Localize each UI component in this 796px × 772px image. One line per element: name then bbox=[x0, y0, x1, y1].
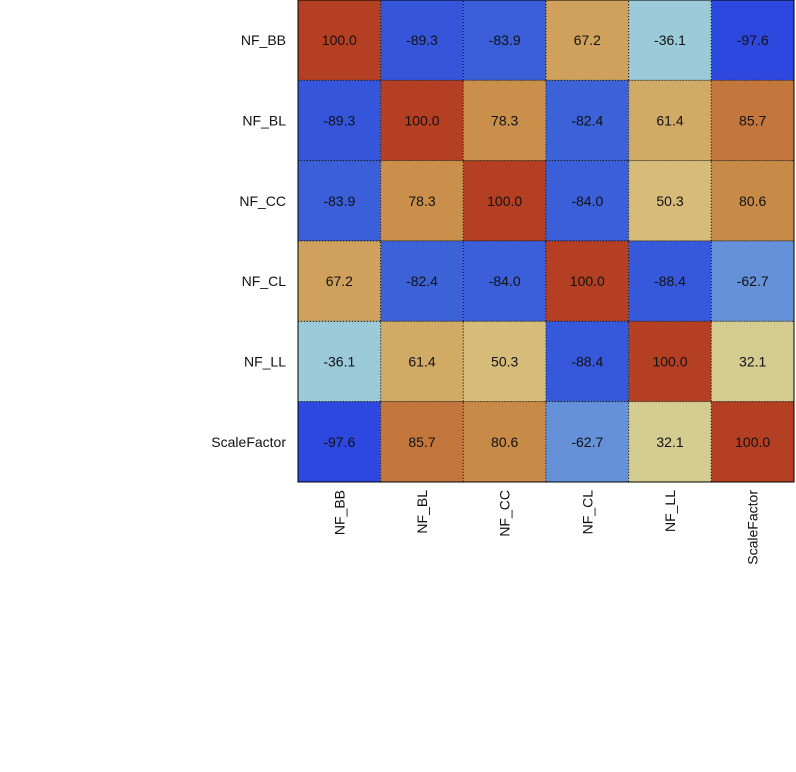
heatmap-cell-NF_BL-NF_CC bbox=[462, 79, 547, 162]
heatmap-value-label: 32.1 bbox=[656, 434, 683, 450]
heatmap-value-label: -89.3 bbox=[323, 113, 355, 129]
heatmap-cell-NF_LL-NF_BB bbox=[297, 320, 382, 403]
y-tick-label-NF_CL: NF_CL bbox=[242, 273, 287, 289]
heatmap-cell-ScaleFactor-NF_CL bbox=[545, 401, 630, 483]
x-tick-label-NF_BL: NF_BL bbox=[414, 490, 430, 534]
heatmap-value-label: 78.3 bbox=[408, 193, 435, 209]
x-axis-tick-labels: NF_BB NF_BL NF_CC NF_CL NF_LL ScaleFactor bbox=[331, 490, 760, 565]
x-tick-label-ScaleFactor: ScaleFactor bbox=[745, 490, 761, 565]
y-tick-label-NF_LL: NF_LL bbox=[244, 354, 286, 370]
heatmap-value-label: -36.1 bbox=[654, 32, 686, 48]
y-axis-tick-labels: NF_BB NF_BL NF_CC NF_CL NF_LL ScaleFactor bbox=[211, 32, 286, 450]
heatmap-cell-NF_CC-NF_CL bbox=[545, 160, 630, 242]
heatmap-cell-NF_CC-NF_CC bbox=[462, 160, 547, 242]
y-tick-label-ScaleFactor: ScaleFactor bbox=[211, 434, 286, 450]
heatmap-value-label: -82.4 bbox=[406, 273, 438, 289]
heatmap-value-label: -89.3 bbox=[406, 32, 438, 48]
heatmap-value-label: -83.9 bbox=[489, 32, 521, 48]
heatmap-value-label: 78.3 bbox=[491, 113, 518, 129]
heatmap-cell-NF_LL-NF_CC bbox=[462, 320, 547, 403]
y-tick-label-NF_BB: NF_BB bbox=[241, 32, 286, 48]
heatmap-cell-NF_CC-NF_LL bbox=[628, 160, 712, 242]
heatmap-value-label: -62.7 bbox=[737, 273, 769, 289]
heatmap-cell-ScaleFactor-ScaleFactor bbox=[710, 401, 795, 483]
heatmap-value-label: 80.6 bbox=[739, 193, 766, 209]
heatmap-cell-NF_CC-NF_BL bbox=[380, 160, 464, 242]
heatmap-cell-NF_BL-NF_BB bbox=[297, 79, 382, 162]
heatmap-value-label: -82.4 bbox=[571, 113, 603, 129]
heatmap-value-label: -62.7 bbox=[571, 434, 603, 450]
heatmap-value-label: -83.9 bbox=[323, 193, 355, 209]
heatmap-value-label: 50.3 bbox=[491, 354, 518, 370]
heatmap-value-label: 61.4 bbox=[408, 354, 435, 370]
x-tick-label-NF_BB: NF_BB bbox=[331, 490, 347, 535]
heatmap-value-label: 100.0 bbox=[322, 32, 357, 48]
heatmap-cell-NF_BL-NF_BL bbox=[380, 79, 464, 162]
heatmap-value-label: 80.6 bbox=[491, 434, 518, 450]
y-tick-label-NF_CC: NF_CC bbox=[239, 193, 286, 209]
heatmap-value-label: 85.7 bbox=[408, 434, 435, 450]
heatmap-value-label: -36.1 bbox=[323, 354, 355, 370]
heatmap-value-label: -97.6 bbox=[323, 434, 355, 450]
heatmap-value-label: -84.0 bbox=[489, 273, 521, 289]
heatmap-value-label: 100.0 bbox=[404, 113, 439, 129]
heatmap-cell-NF_BL-NF_CL bbox=[545, 79, 630, 162]
heatmap-value-labels: 100.0 -89.3 -83.9 67.2 -36.1 -97.6 -89.3 100.0 7… bbox=[322, 32, 771, 450]
heatmap-cell-NF_CL-NF_CC bbox=[462, 240, 547, 322]
heatmap-value-label: 32.1 bbox=[739, 354, 766, 370]
heatmap-value-label: 85.7 bbox=[739, 113, 766, 129]
x-tick-label-NF_CC: NF_CC bbox=[497, 490, 513, 537]
heatmap-value-label: 50.3 bbox=[656, 193, 683, 209]
x-tick-label-NF_LL: NF_LL bbox=[662, 490, 678, 532]
heatmap-cell-NF_LL-ScaleFactor bbox=[710, 320, 795, 403]
heatmap-value-label: -88.4 bbox=[571, 354, 603, 370]
heatmap-value-label: -97.6 bbox=[737, 32, 769, 48]
heatmap-cell-NF_CL-NF_BL bbox=[380, 240, 464, 322]
heatmap-cell-NF_BL-NF_LL bbox=[628, 79, 712, 162]
heatmap-value-label: 61.4 bbox=[656, 113, 683, 129]
heatmap-cell-ScaleFactor-NF_BL bbox=[380, 401, 464, 483]
heatmap-cell-NF_BB-NF_LL bbox=[628, 0, 712, 81]
x-tick-label-NF_CL: NF_CL bbox=[579, 490, 595, 535]
heatmap-cell-NF_BB-NF_BB bbox=[297, 0, 382, 81]
y-tick-label-NF_BL: NF_BL bbox=[242, 113, 286, 129]
heatmap-cell-ScaleFactor-NF_CC bbox=[462, 401, 547, 483]
heatmap-frame bbox=[297, 0, 795, 483]
heatmap-value-label: -84.0 bbox=[571, 193, 603, 209]
heatmap-cell-NF_CL-ScaleFactor bbox=[710, 240, 795, 322]
heatmap-value-label: 100.0 bbox=[735, 434, 770, 450]
heatmap-value-label: 67.2 bbox=[326, 273, 353, 289]
heatmap-cell-ScaleFactor-NF_LL bbox=[628, 401, 712, 483]
heatmap-cells bbox=[297, 0, 795, 483]
heatmap-value-label: 100.0 bbox=[652, 354, 687, 370]
heatmap-cell-NF_LL-NF_CL bbox=[545, 320, 630, 403]
heatmap-value-label: 100.0 bbox=[487, 193, 522, 209]
heatmap-cell-NF_LL-NF_LL bbox=[628, 320, 712, 403]
heatmap-value-label: 67.2 bbox=[574, 32, 601, 48]
heatmap-cell-ScaleFactor-NF_BB bbox=[297, 401, 382, 483]
heatmap-cell-NF_CL-NF_LL bbox=[628, 240, 712, 322]
heatmap-value-label: -88.4 bbox=[654, 273, 686, 289]
heatmap-value-label: 100.0 bbox=[570, 273, 605, 289]
